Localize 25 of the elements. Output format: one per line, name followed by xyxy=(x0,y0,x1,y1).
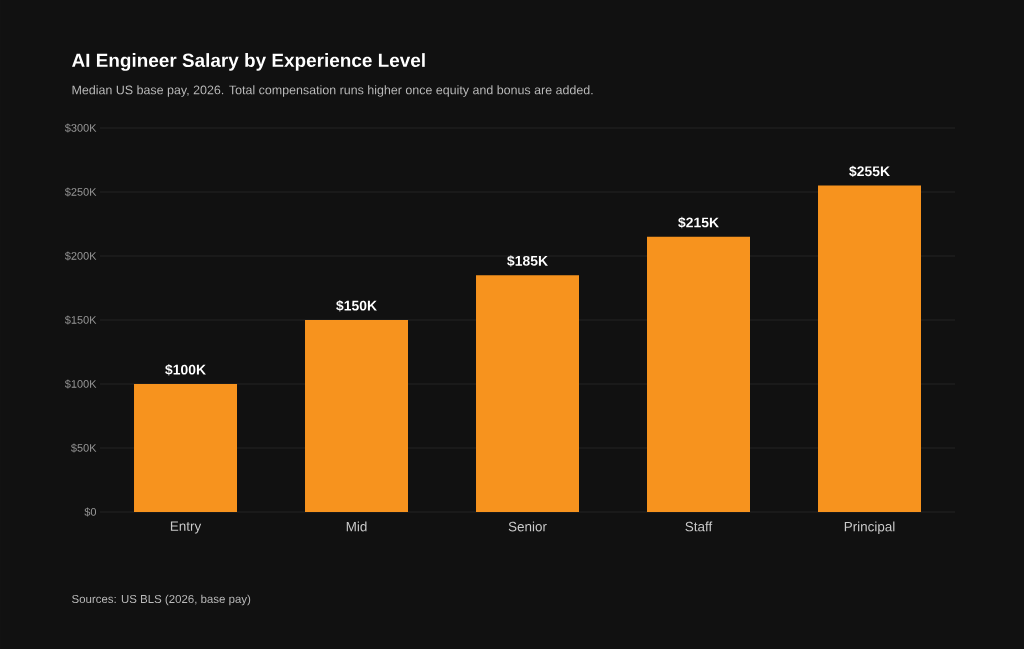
bar xyxy=(305,319,409,512)
bar xyxy=(476,275,580,512)
x-tick-label: Mid xyxy=(346,521,367,532)
y-tick-label: $150K xyxy=(64,315,97,325)
data-label: $150K xyxy=(336,300,377,312)
data-label: $215K xyxy=(678,216,719,229)
bar xyxy=(647,236,751,512)
y-tick-label: $200K xyxy=(64,251,97,261)
y-tick-label: $300K xyxy=(64,123,97,133)
y-tick-label: $50K xyxy=(71,443,97,453)
x-tick-label: Principal xyxy=(844,521,895,535)
bar xyxy=(818,185,922,512)
y-tick-label: $0 xyxy=(84,507,97,517)
chart-title: AI Engineer Salary by Experience Level xyxy=(72,53,425,71)
data-label: $100K xyxy=(165,364,206,376)
data-label: $185K xyxy=(507,255,548,267)
x-tick-label: Staff xyxy=(685,521,713,532)
y-tick-label: $250K xyxy=(64,187,97,197)
y-tick-label: $100K xyxy=(64,379,97,389)
x-tick-label: Senior xyxy=(508,521,547,532)
data-label: $255K xyxy=(849,165,890,178)
source-note: Sources: US BLS (2026, base pay) xyxy=(72,594,251,606)
bar xyxy=(134,383,238,512)
chart-subtitle: Median US base pay, 2026. Total compensation runs higher once equity and bonus are added. xyxy=(72,85,593,97)
x-tick-label: Entry xyxy=(170,521,202,534)
